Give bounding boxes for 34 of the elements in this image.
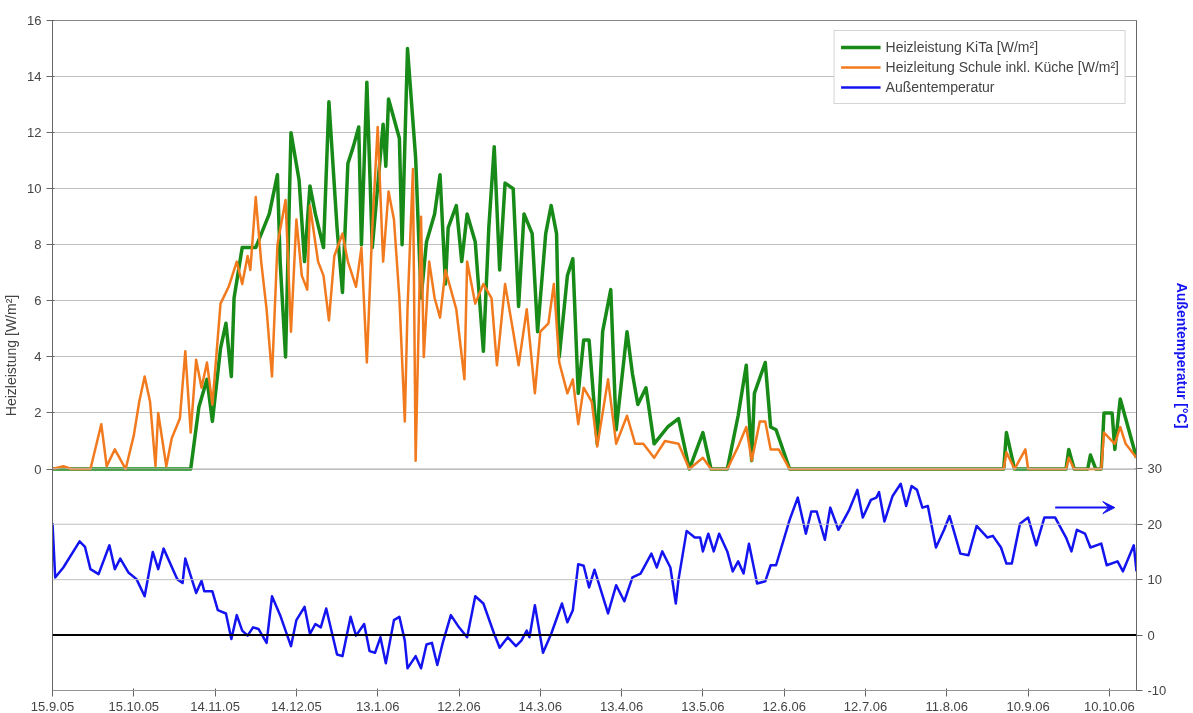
- x-tick-label: 12.7.06: [843, 698, 888, 713]
- y2-tick-label: 0: [1147, 627, 1155, 643]
- line-series: [52, 482, 1137, 670]
- y-tick-label: 10: [27, 181, 42, 197]
- legend-label: Außentemperatur: [885, 78, 995, 96]
- y-tick-label: 16: [27, 13, 42, 28]
- y2-tick-label: 10: [1147, 572, 1162, 588]
- x-tick-label: 11.8.06: [925, 698, 969, 713]
- y-tick-label: 6: [34, 293, 42, 309]
- x-tick-label: 15.10.05: [108, 698, 160, 713]
- y-tick-label: 8: [34, 237, 42, 253]
- y-tick-label: 2: [34, 405, 42, 421]
- y2-tick-label: -10: [1147, 683, 1167, 698]
- x-tick-label: 15.9.05: [30, 698, 75, 713]
- y-tick-label: 14: [27, 69, 42, 85]
- y2-tick-label: 20: [1147, 516, 1162, 532]
- y-tick-label: 4: [34, 349, 42, 365]
- y-tick-label: 0: [34, 461, 42, 477]
- x-tick-label: 10.9.06: [1006, 698, 1050, 713]
- x-tick-label: 10.10.06: [1084, 698, 1135, 713]
- x-tick-label: 14.11.05: [190, 698, 240, 713]
- x-tick-label: 12.6.06: [762, 698, 806, 713]
- x-tick-label: 14.12.05: [271, 698, 322, 713]
- x-tick-label: 14.3.06: [518, 698, 562, 713]
- y2-tick-label: 30: [1147, 461, 1162, 477]
- x-tick-label: 13.4.06: [599, 698, 644, 713]
- x-tick-label: 12.2.06: [437, 698, 481, 713]
- y-axis-title: Heizleistung [W/m²]: [3, 294, 20, 417]
- y2-axis-title: Außentemperatur [°C]: [1174, 282, 1191, 429]
- x-tick-label: 13.5.06: [681, 698, 725, 713]
- legend-label: Heizleitung Schule inkl. Küche [W/m²]: [885, 58, 1119, 76]
- legend-label: Heizleistung KiTa [W/m²]: [885, 38, 1039, 56]
- y-tick-label: 12: [27, 125, 42, 141]
- x-tick-label: 13.1.06: [356, 698, 400, 713]
